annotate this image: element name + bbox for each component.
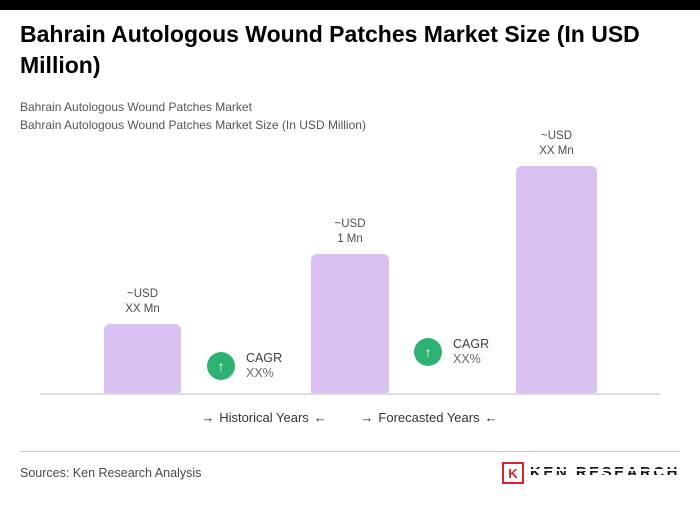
ken-research-k-icon: K <box>501 462 524 484</box>
left-arrow-icon: ← <box>484 410 498 425</box>
ken-research-logo: K KEN RESEARCH <box>501 462 683 484</box>
bar-label-line2: 1 Mn <box>337 232 363 245</box>
cagr-badge-1: ↑ CAGR XX% <box>207 351 282 381</box>
bar-label-line2: XX Mn <box>125 302 160 315</box>
bar <box>516 166 597 394</box>
subtitle-block: Bahrain Autologous Wound Patches Market … <box>20 98 366 134</box>
right-arrow-icon: → <box>201 410 215 425</box>
bar-group-2: ~USD 1 Mn <box>311 218 389 394</box>
period-label-text: Historical Years <box>219 410 309 425</box>
period-label-historical: → Historical Years ← <box>184 410 344 428</box>
bar <box>311 254 389 394</box>
chart-baseline <box>40 393 660 395</box>
right-arrow-icon: → <box>360 410 374 425</box>
bar-value-label: ~USD 1 Mn <box>275 217 425 246</box>
cagr-value: XX% <box>246 366 274 380</box>
bar-label-line2: XX Mn <box>539 144 574 157</box>
bar-value-label: ~USD XX Mn <box>482 129 632 158</box>
cagr-label: CAGR <box>453 337 490 351</box>
up-arrow-icon: ↑ <box>217 358 225 374</box>
bar-value-label: ~USD XX Mn <box>68 287 218 316</box>
subtitle-line-1: Bahrain Autologous Wound Patches Market <box>20 100 252 114</box>
left-arrow-icon: ← <box>313 410 327 425</box>
bar-label-line1: ~USD <box>334 218 366 230</box>
top-black-bar <box>0 0 700 10</box>
page-title: Bahrain Autologous Wound Patches Market … <box>20 21 640 78</box>
bar <box>104 324 181 394</box>
bar-group-3: ~USD XX Mn <box>516 130 597 394</box>
cagr-badge-2: ↑ CAGR XX% <box>414 337 489 367</box>
sources-text: Sources: Ken Research Analysis <box>20 466 202 480</box>
bar-group-1: ~USD XX Mn <box>104 288 181 394</box>
cagr-value: XX% <box>453 352 481 366</box>
footer-divider <box>20 451 680 452</box>
cagr-text: CAGR XX% <box>246 351 282 381</box>
bar-label-line1: ~USD <box>127 288 158 300</box>
growth-arrow-badge: ↑ <box>414 338 442 366</box>
bar-label-line1: ~USD <box>541 130 572 142</box>
period-label-forecasted: → Forecasted Years ← <box>349 410 509 428</box>
growth-arrow-badge: ↑ <box>207 352 235 380</box>
cagr-label: CAGR <box>246 351 283 365</box>
cagr-text: CAGR XX% <box>453 337 489 367</box>
subtitle-line-2: Bahrain Autologous Wound Patches Market … <box>20 118 366 132</box>
up-arrow-icon: ↑ <box>424 344 432 360</box>
period-label-text: Forecasted Years <box>378 410 480 425</box>
ken-research-logo-text: KEN RESEARCH <box>527 462 683 484</box>
